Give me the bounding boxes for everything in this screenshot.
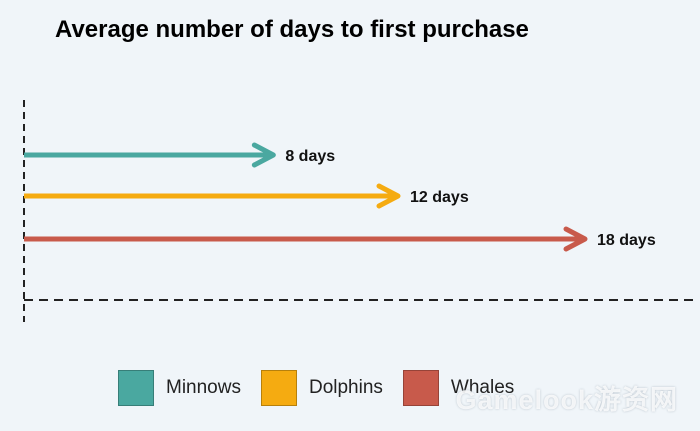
chart-title: Average number of days to first purchase (55, 16, 529, 43)
legend-item-dolphins: Dolphins (260, 370, 383, 406)
data-label-dolphins: 12 days (410, 189, 469, 206)
legend-swatch-whales (402, 370, 439, 406)
arrowhead-dolphins (376, 183, 401, 209)
legend-swatch-minnows (118, 370, 154, 406)
legend-item-whales: Whales (402, 370, 515, 406)
data-label-minnows: 8 days (285, 148, 335, 165)
arrowhead-minnows (251, 142, 276, 168)
arrowhead-whales (563, 226, 588, 252)
legend-label-whales: Whales (450, 377, 515, 398)
legend-label-dolphins: Dolphins (308, 377, 383, 398)
legend-label-minnows: Minnows (166, 377, 241, 398)
data-label-whales: 18 days (597, 232, 656, 249)
watermark: Gamelook游资网 (455, 385, 678, 415)
legend-swatch-dolphins (260, 370, 297, 406)
legend-item-minnows: Minnows (118, 370, 241, 406)
legend: Minnows Dolphins Whales (118, 369, 534, 407)
